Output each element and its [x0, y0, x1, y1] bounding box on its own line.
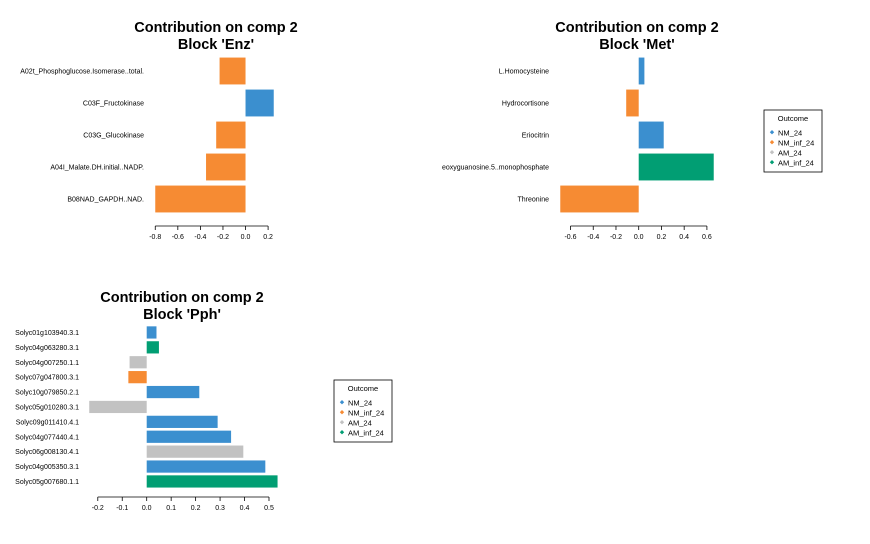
bar	[560, 185, 639, 213]
bar	[128, 371, 147, 384]
x-tick-label: 0.2	[657, 234, 667, 241]
x-tick-label: -0.4	[194, 234, 206, 241]
category-label: Threonine	[517, 197, 549, 204]
bar	[146, 326, 157, 339]
x-tick-label: -0.2	[217, 234, 229, 241]
category-label: L.Homocysteine	[499, 69, 549, 76]
legend-title: Outcome	[778, 114, 808, 123]
x-tick-label: 0.6	[702, 234, 712, 241]
category-label: Solyc01g103940.3.1	[15, 330, 79, 337]
x-tick-label: 0.4	[679, 234, 689, 241]
x-tick-label: -0.1	[116, 505, 128, 512]
legend-swatch	[339, 420, 345, 425]
legend-swatch	[769, 140, 775, 145]
legend-item-label: AM_inf_24	[778, 159, 814, 168]
bar	[245, 89, 274, 117]
chart-title: Contribution on comp 2	[555, 20, 719, 36]
legend-item-label: AM_24	[348, 419, 372, 428]
chart-title: Contribution on comp 2	[134, 20, 298, 36]
bar	[638, 121, 664, 149]
x-tick-label: 0.0	[241, 234, 251, 241]
category-label: B08NAD_GAPDH..NAD.	[67, 197, 144, 204]
legend-item-label: AM_inf_24	[348, 429, 384, 438]
x-tick-label: 0.4	[240, 505, 250, 512]
bar	[146, 460, 266, 473]
chart-title: Contribution on comp 2	[100, 290, 264, 306]
bar	[146, 385, 200, 399]
category-label: Solyc10g079850.2.1	[15, 390, 79, 397]
bar	[638, 153, 714, 181]
x-tick-label: -0.8	[149, 234, 161, 241]
bar	[155, 185, 246, 213]
category-label: Hydrocortisone	[502, 101, 549, 108]
category-label: Solyc04g063280.3.1	[15, 345, 79, 352]
legend-title: Outcome	[348, 384, 378, 393]
x-tick-label: -0.6	[172, 234, 184, 241]
chart-subtitle: Block 'Pph'	[143, 307, 221, 323]
category-label: A04I_Malate.DH.initial..NADP.	[50, 165, 144, 172]
x-tick-label: 0.0	[634, 234, 644, 241]
bar	[129, 356, 147, 369]
category-label: Solyc06g008130.4.1	[15, 449, 79, 456]
chart-subtitle: Block 'Met'	[599, 37, 674, 53]
x-tick-label: 0.3	[215, 505, 225, 512]
category-label: A02t_Phosphoglucose.Isomerase..total.	[20, 69, 144, 76]
x-tick-label: 0.2	[191, 505, 201, 512]
legend-item-label: AM_24	[778, 149, 802, 158]
bar	[146, 445, 244, 458]
category-label: Solyc05g007680.1.1	[15, 479, 79, 486]
x-tick-label: -0.2	[92, 505, 104, 512]
category-label: Solyc04g077440.4.1	[15, 434, 79, 441]
category-label: Eriocitrin	[522, 133, 549, 140]
bar	[146, 430, 232, 443]
chart-subtitle: Block 'Enz'	[178, 37, 254, 53]
category-label: Solyc05g010280.3.1	[15, 404, 79, 411]
legend-item-label: NM_inf_24	[778, 139, 814, 148]
x-tick-label: -0.4	[587, 234, 599, 241]
category-label: Solyc09g011410.4.1	[16, 419, 79, 426]
legend-item-label: NM_inf_24	[348, 409, 384, 418]
x-tick-label: 0.0	[142, 505, 152, 512]
legend-item-label: NM_24	[778, 129, 802, 138]
legend-swatch	[769, 150, 775, 155]
category-label: C03G_Glucokinase	[83, 133, 144, 140]
bar	[146, 341, 159, 354]
category-label: C03F_Fructokinase	[83, 101, 144, 108]
legend-swatch	[339, 430, 345, 435]
bar	[626, 89, 639, 117]
bar	[638, 57, 645, 85]
x-tick-label: 0.5	[264, 505, 274, 512]
bar	[146, 475, 278, 488]
bar	[89, 400, 147, 414]
category-label: Solyc04g005350.3.1	[15, 464, 79, 471]
category-label: Solyc04g007250.1.1	[15, 360, 79, 367]
legend-swatch	[339, 400, 345, 405]
bar	[219, 57, 246, 85]
bar	[146, 415, 218, 428]
legend-swatch	[769, 130, 775, 135]
legend-box	[763, 109, 823, 173]
bar	[216, 121, 246, 149]
category-label: Solyc07g047800.3.1	[15, 375, 79, 382]
x-tick-label: 0.1	[166, 505, 176, 512]
x-tick-label: -0.2	[610, 234, 622, 241]
legend-swatch	[769, 160, 775, 165]
legend-item-label: NM_24	[348, 399, 372, 408]
x-tick-label: 0.2	[263, 234, 273, 241]
category-label: eoxyguanosine.5..monophosphate	[442, 165, 549, 172]
x-tick-label: -0.6	[564, 234, 576, 241]
bar	[206, 153, 246, 181]
legend-swatch	[339, 410, 345, 415]
